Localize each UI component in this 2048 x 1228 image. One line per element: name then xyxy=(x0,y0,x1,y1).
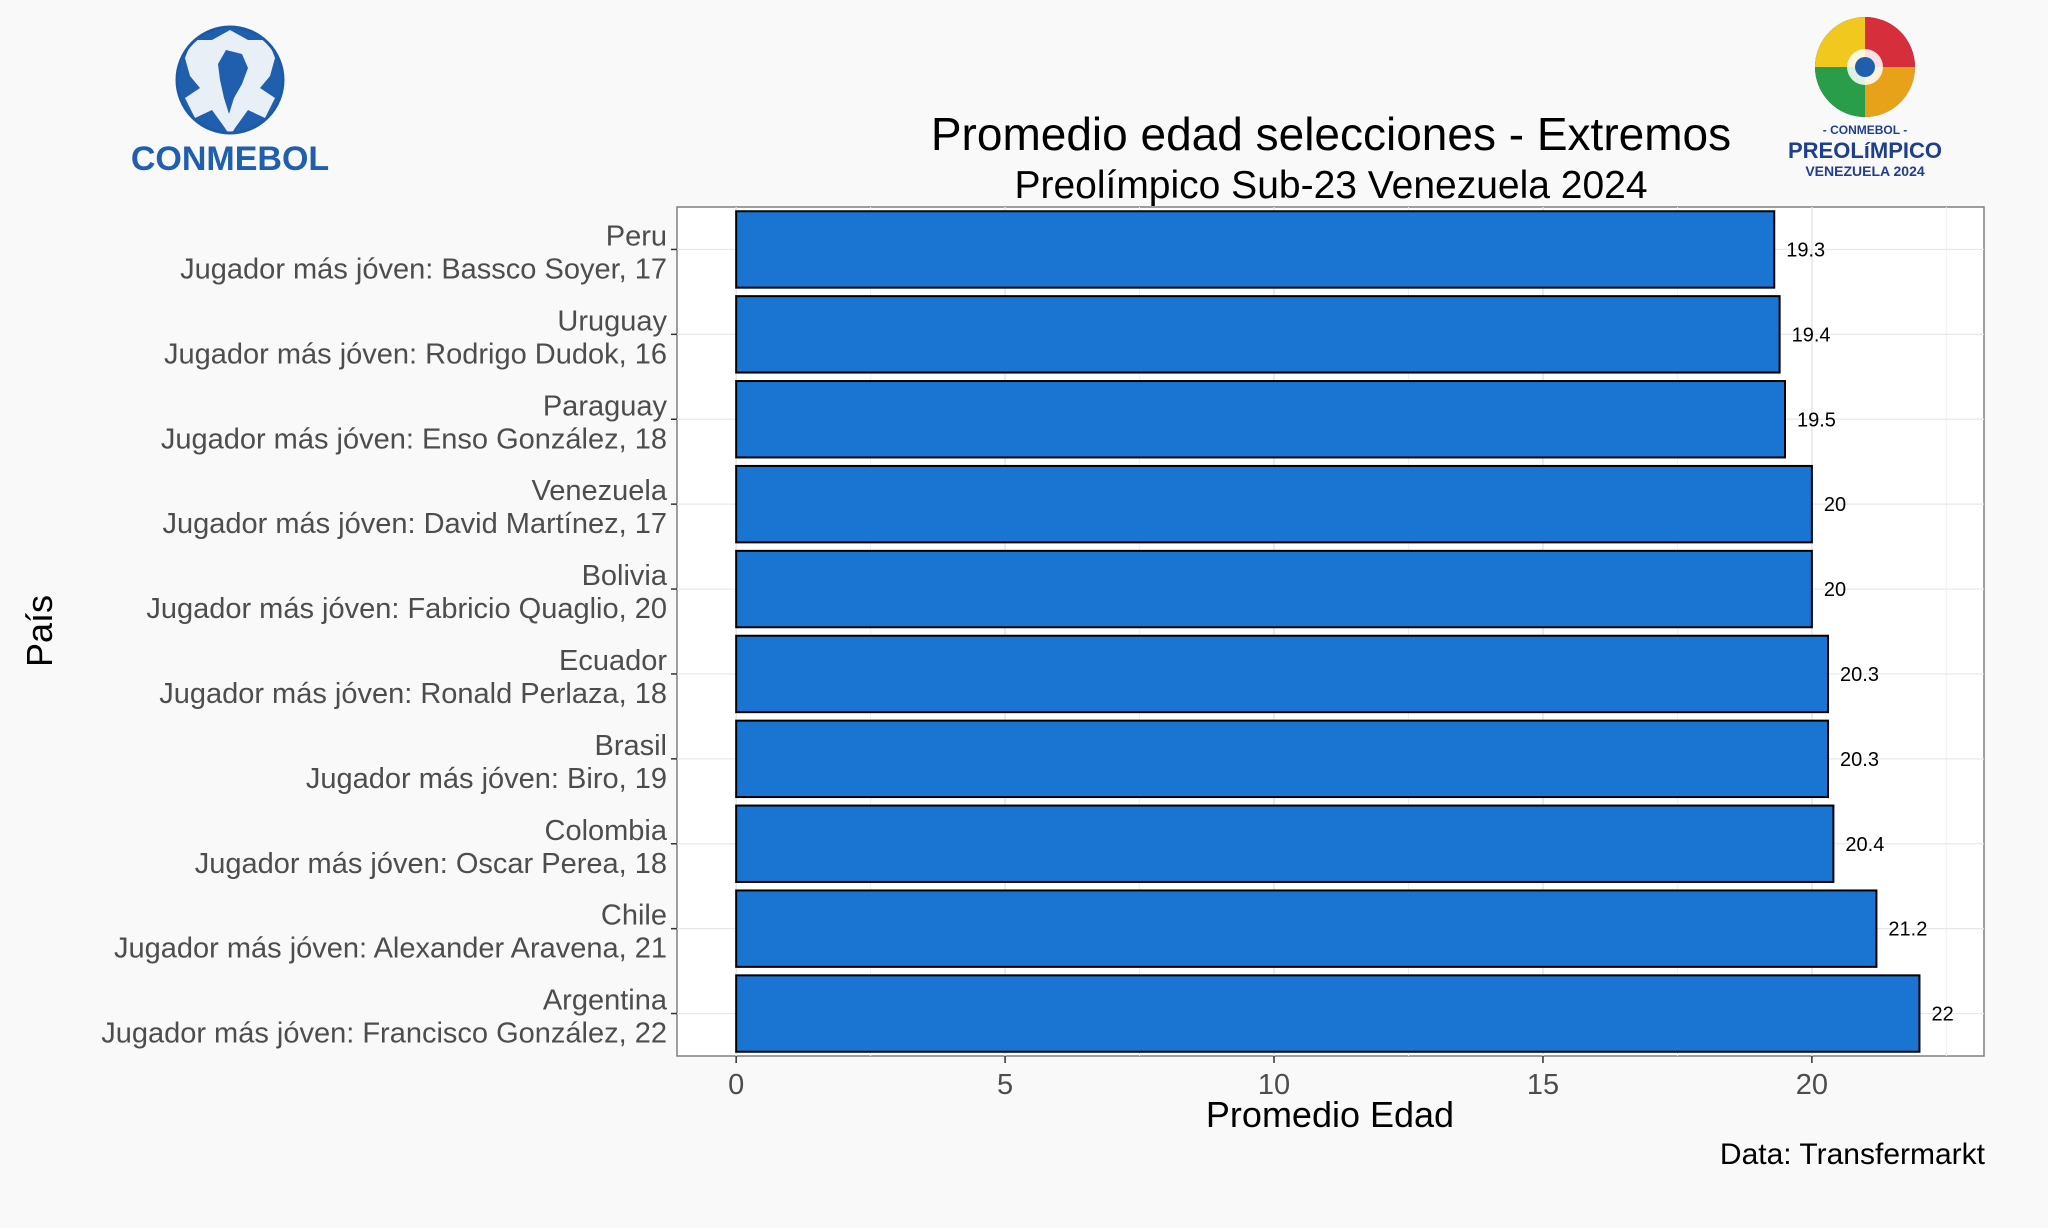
conmebol-emblem-icon xyxy=(175,25,285,136)
bar xyxy=(735,549,1813,629)
y-tick-label-country: Peru xyxy=(606,220,667,252)
preolimpico-emblem-icon xyxy=(1815,17,1915,117)
x-axis-title: Promedio Edad xyxy=(1206,1094,1454,1135)
y-tick-label-detail: Jugador más jóven: Oscar Perea, 18 xyxy=(195,848,667,880)
y-tick-label-country: Argentina xyxy=(543,985,668,1017)
y-tick-label-country: Brasil xyxy=(594,730,667,762)
y-tick-label-detail: Jugador más jóven: Fabricio Quaglio, 20 xyxy=(146,593,667,625)
x-tick-label: 5 xyxy=(997,1069,1013,1101)
conmebol-logo: -CONMEBOL- xyxy=(130,25,330,178)
y-tick-label-detail: Jugador más jóven: Enso González, 18 xyxy=(161,423,667,455)
y-axis-title: País xyxy=(19,595,60,667)
y-tick-label-country: Ecuador xyxy=(559,645,667,677)
x-tick-label: 10 xyxy=(1258,1069,1290,1101)
x-tick-label: 0 xyxy=(728,1069,744,1101)
y-tick-label-detail: Jugador más jóven: David Martínez, 17 xyxy=(162,508,667,540)
conmebol-wordmark: -CONMEBOL- xyxy=(130,140,330,178)
y-tick-label-country: Uruguay xyxy=(557,305,667,337)
bar-value-label: 20 xyxy=(1824,494,1846,516)
chart-subtitle: Preolímpico Sub-23 Venezuela 2024 xyxy=(1014,164,1648,207)
x-tick-label: 15 xyxy=(1527,1069,1559,1101)
y-tick-label-detail: Jugador más jóven: Rodrigo Dudok, 16 xyxy=(164,338,667,370)
bar xyxy=(735,464,1813,544)
x-axis: 0 5 10 15 20 xyxy=(728,1056,1828,1101)
y-tick-label-country: Bolivia xyxy=(582,560,668,592)
preolimpico-main-text: PREOLíMPICO xyxy=(1788,138,1942,163)
bar xyxy=(735,634,1830,714)
bar xyxy=(735,889,1878,968)
y-tick-label-detail: Jugador más jóven: Biro, 19 xyxy=(306,763,667,795)
bar-value-label: 22 xyxy=(1931,1004,1953,1026)
bar-value-label: 19.4 xyxy=(1792,324,1831,346)
x-tick-label: 20 xyxy=(1796,1069,1828,1101)
bar-value-label: 19.5 xyxy=(1797,409,1836,431)
bar xyxy=(735,380,1786,459)
y-tick-label-detail: Jugador más jóven: Alexander Aravena, 21 xyxy=(114,933,667,965)
bar xyxy=(735,719,1830,799)
bar-value-label: 20 xyxy=(1824,579,1846,601)
bar xyxy=(735,295,1781,374)
bar-value-label: 20.4 xyxy=(1845,834,1884,856)
y-tick-label-detail: Jugador más jóven: Francisco González, 2… xyxy=(101,1018,667,1050)
bar xyxy=(735,974,1921,1053)
bar xyxy=(735,804,1835,883)
preolimpico-bottom-text: VENEZUELA 2024 xyxy=(1805,163,1925,179)
y-tick-label-country: Venezuela xyxy=(532,475,668,507)
bar-value-label: 20.3 xyxy=(1840,664,1879,686)
bar-value-label: 21.2 xyxy=(1888,919,1927,941)
preolimpico-logo: - CONMEBOL - PREOLíMPICO VENEZUELA 2024 xyxy=(1788,17,1942,179)
y-tick-label-country: Chile xyxy=(601,900,667,932)
y-tick-label-country: Paraguay xyxy=(543,390,668,422)
bar-value-label: 20.3 xyxy=(1840,749,1879,771)
source-caption: Data: Transfermarkt xyxy=(1719,1138,1985,1171)
preolimpico-top-text: - CONMEBOL - xyxy=(1823,123,1907,137)
y-tick-label-detail: Jugador más jóven: Bassco Soyer, 17 xyxy=(180,253,667,285)
y-tick-label-country: Colombia xyxy=(545,815,668,847)
bars: 19.3 19.4 19.5 20 20 20.3 20.3 20.4 21.2 22 xyxy=(735,210,1954,1053)
chart-title-block: Promedio edad selecciones - Extremos Pre… xyxy=(676,106,1986,210)
bar-value-label: 19.3 xyxy=(1786,239,1825,261)
chart-title: Promedio edad selecciones - Extremos xyxy=(930,108,1732,160)
y-tick-label-detail: Jugador más jóven: Ronald Perlaza, 18 xyxy=(159,678,667,710)
bar xyxy=(735,210,1776,289)
